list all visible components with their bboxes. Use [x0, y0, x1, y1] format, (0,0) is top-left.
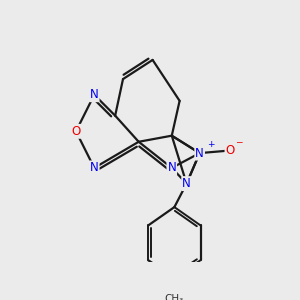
Text: N: N — [90, 161, 99, 174]
Text: N: N — [182, 177, 191, 190]
Text: +: + — [207, 140, 215, 149]
Text: O: O — [71, 125, 81, 138]
Text: CH₃: CH₃ — [165, 293, 184, 300]
Text: −: − — [235, 137, 243, 146]
Text: O: O — [226, 144, 235, 157]
Text: N: N — [90, 88, 99, 101]
Text: N: N — [195, 147, 204, 160]
Text: N: N — [167, 161, 176, 174]
